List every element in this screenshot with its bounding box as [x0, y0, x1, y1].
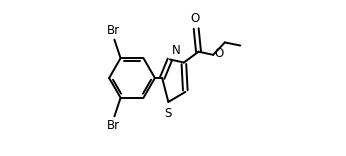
- Text: Br: Br: [107, 119, 120, 132]
- Text: N: N: [172, 44, 181, 57]
- Text: Br: Br: [107, 24, 120, 37]
- Text: O: O: [214, 47, 223, 60]
- Text: S: S: [164, 107, 171, 120]
- Text: O: O: [190, 12, 199, 25]
